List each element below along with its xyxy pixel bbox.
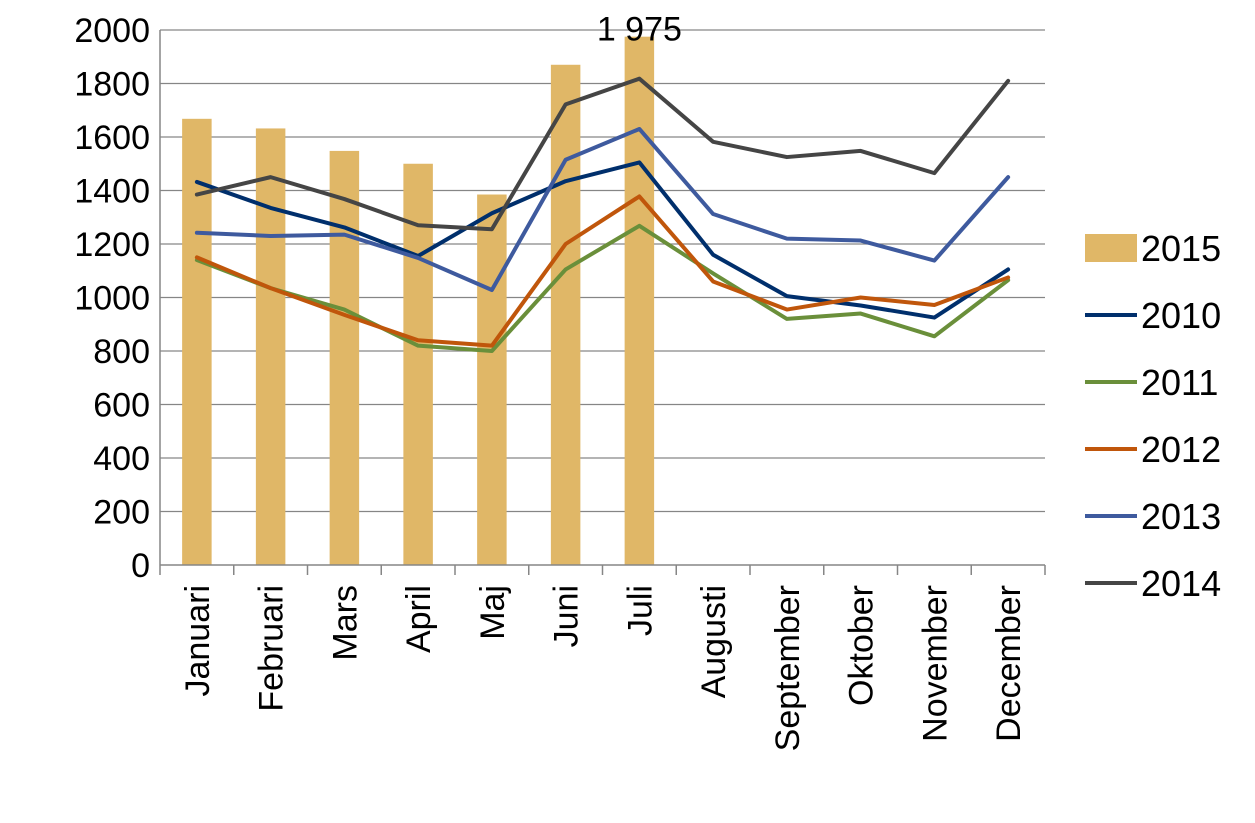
line-series-2013 xyxy=(194,126,1011,293)
bar-2015-Mars xyxy=(329,150,360,565)
bar-2015-Juni xyxy=(550,64,581,566)
bar-2015-April xyxy=(403,163,433,565)
y-tick-label: 1400 xyxy=(74,173,150,211)
data-labels: 1 975 xyxy=(597,11,682,49)
x-tick-label: Augusti xyxy=(695,585,733,698)
y-tick-label: 0 xyxy=(131,547,150,585)
y-tick-label: 200 xyxy=(93,494,150,532)
x-tick-label: Januari xyxy=(179,585,217,697)
legend-label: 2013 xyxy=(1141,496,1221,537)
x-tick-label: Februari xyxy=(253,585,291,712)
legend-label: 2012 xyxy=(1141,429,1221,470)
x-tick-label: November xyxy=(916,585,954,742)
legend-label: 2010 xyxy=(1141,295,1221,336)
x-tick-label: Maj xyxy=(474,585,512,640)
bar-2015-Maj xyxy=(477,194,507,565)
x-tick-label: April xyxy=(400,585,438,653)
x-tick-label: Juni xyxy=(548,585,586,647)
data-label: 1 975 xyxy=(597,11,682,49)
legend-swatch-2015 xyxy=(1085,234,1137,262)
x-tick-label: September xyxy=(769,585,807,751)
y-tick-label: 1800 xyxy=(74,66,150,104)
x-tick-labels: Januari Februari Mars April Maj Juni Juli Augus… xyxy=(179,585,1028,751)
y-tick-label: 800 xyxy=(93,333,150,371)
y-tick-label: 600 xyxy=(93,387,150,425)
bar-series xyxy=(182,36,655,566)
bar-2015-Juli xyxy=(624,36,655,565)
axes xyxy=(159,30,1046,575)
y-tick-label: 2000 xyxy=(74,12,150,50)
y-tick-label: 1600 xyxy=(74,119,150,157)
line-series-2011 xyxy=(194,223,1011,353)
x-tick-label: Mars xyxy=(326,585,364,661)
line-series-2014 xyxy=(194,76,1011,232)
line-series xyxy=(194,76,1011,353)
x-tick-label: December xyxy=(990,585,1028,742)
y-tick-label: 400 xyxy=(93,440,150,478)
legend-label: 2015 xyxy=(1141,228,1221,269)
line-series-2010 xyxy=(194,160,1011,320)
x-tick-label: Juli xyxy=(621,585,659,636)
y-tick-label: 1200 xyxy=(74,226,150,264)
line-series-2012 xyxy=(194,194,1011,348)
legend-label: 2014 xyxy=(1141,563,1221,604)
gridlines xyxy=(160,29,1045,513)
bar-2015-Februari xyxy=(255,128,286,565)
legend: 2015 2010 2011 2012 2013 2014 xyxy=(1085,228,1221,604)
legend-label: 2011 xyxy=(1141,362,1218,403)
x-tick-label: Oktober xyxy=(843,585,881,706)
y-tick-labels: 0 200 400 600 800 1000 1200 1400 1600 1800 2000 xyxy=(74,12,150,585)
y-tick-label: 1000 xyxy=(74,280,150,318)
